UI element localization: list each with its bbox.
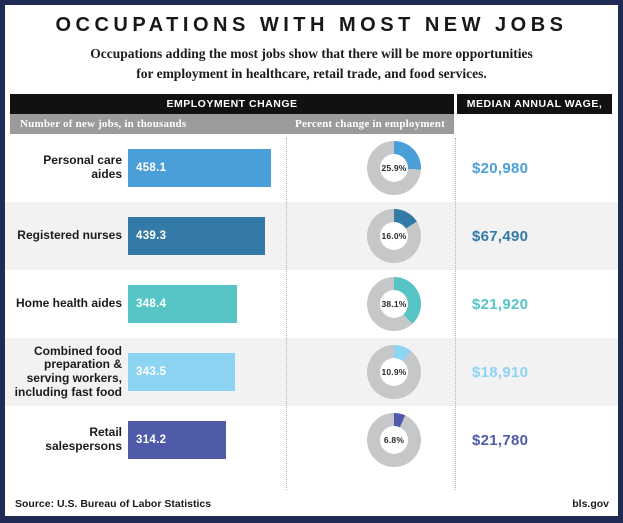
- subtitle-line-1: Occupations adding the most jobs show th…: [90, 46, 533, 61]
- jobs-bar: 314.2: [128, 421, 226, 460]
- page-title: OCCUPATIONS WITH MOST NEW JOBS: [55, 14, 568, 36]
- percent-donut-cell: 16.0%: [286, 209, 455, 264]
- jobs-bar-cell: 314.2: [122, 421, 286, 460]
- donut-hole: [380, 426, 408, 455]
- source-credit: Source: U.S. Bureau of Labor Statistics: [15, 498, 212, 510]
- donut-hole: [380, 358, 408, 387]
- divider-dotted-line-donuts-wages: [455, 138, 456, 491]
- percent-value: 10.9%: [381, 367, 407, 378]
- percent-value: 6.8%: [383, 435, 405, 446]
- occupation-label: Home health aides: [15, 296, 122, 311]
- jobs-column-header: Number of new jobs, in thousands: [20, 118, 187, 131]
- footer: Source: U.S. Bureau of Labor Statistics …: [15, 498, 609, 510]
- occupation-row: Registered nurses 439.3 16.0% $67,490: [5, 202, 618, 271]
- occupation-row: Retail salespersons 314.2 6.8% $21,780: [5, 406, 618, 474]
- percent-donut: 25.9%: [367, 141, 421, 196]
- percent-value: 25.9%: [381, 163, 407, 174]
- employment-change-header: EMPLOYMENT CHANGE: [10, 94, 454, 115]
- occupation-label: Retail salespersons: [45, 425, 122, 454]
- wage-value: $67,490: [472, 227, 529, 245]
- percent-donut-cell: 38.1%: [286, 277, 455, 332]
- median-wage-header-group: MEDIAN ANNUAL WAGE, 2015: [457, 94, 612, 134]
- occupation-row: Personal care aides 458.1 25.9% $20,980: [5, 134, 618, 202]
- jobs-bar: 439.3: [128, 217, 266, 256]
- donut-hole: [380, 222, 408, 251]
- occupation-row: Home health aides 348.4 38.1% $21,920: [5, 270, 618, 338]
- percent-donut-cell: 10.9%: [286, 345, 455, 400]
- percent-donut: 6.8%: [367, 413, 421, 468]
- percent-column-header: Percent change in employment: [295, 118, 445, 131]
- percent-value: 38.1%: [381, 299, 407, 310]
- jobs-value: 314.2: [136, 434, 167, 447]
- jobs-bar: 458.1: [128, 149, 271, 188]
- jobs-bar: 348.4: [128, 285, 237, 324]
- jobs-value: 439.3: [136, 230, 167, 243]
- occupation-label: Combined food preparation & serving work…: [14, 343, 122, 399]
- occupation-label: Personal care aides: [43, 153, 122, 182]
- employment-change-header-group: EMPLOYMENT CHANGE Number of new jobs, in…: [10, 94, 454, 135]
- jobs-bar: 343.5: [128, 353, 236, 392]
- percent-donut: 10.9%: [367, 345, 421, 400]
- jobs-bar-cell: 458.1: [122, 149, 286, 188]
- jobs-bar-cell: 439.3: [122, 217, 286, 256]
- divider-dotted-line-bars-donuts: [286, 138, 287, 491]
- occupation-label: Registered nurses: [17, 228, 122, 243]
- chart-rows: Personal care aides 458.1 25.9% $20,980 …: [5, 134, 618, 491]
- percent-donut: 38.1%: [367, 277, 421, 332]
- wage-value: $21,780: [472, 431, 529, 449]
- median-wage-header: MEDIAN ANNUAL WAGE, 2015: [457, 94, 612, 130]
- jobs-bar-cell: 348.4: [122, 285, 286, 324]
- sub-headers: Number of new jobs, in thousands Percent…: [10, 114, 454, 135]
- column-headers: EMPLOYMENT CHANGE Number of new jobs, in…: [5, 94, 618, 135]
- percent-value: 16.0%: [381, 231, 407, 242]
- jobs-bar-cell: 343.5: [122, 353, 286, 392]
- jobs-value: 343.5: [136, 366, 167, 379]
- subtitle-line-2: for employment in healthcare, retail tra…: [136, 65, 487, 81]
- jobs-value: 348.4: [136, 298, 167, 311]
- site-credit: bls.gov: [572, 498, 609, 510]
- donut-hole: [380, 154, 408, 183]
- donut-hole: [380, 290, 408, 319]
- wage-value: $20,980: [472, 159, 529, 177]
- percent-donut-cell: 25.9%: [286, 141, 455, 196]
- jobs-value: 458.1: [136, 162, 167, 175]
- wage-value: $21,920: [472, 295, 529, 313]
- occupation-row: Combined food preparation & serving work…: [5, 338, 618, 407]
- page-subtitle: Occupations adding the most jobs show th…: [5, 44, 618, 83]
- percent-donut: 16.0%: [367, 209, 421, 264]
- percent-donut-cell: 6.8%: [286, 413, 455, 468]
- wage-value: $18,910: [472, 363, 529, 381]
